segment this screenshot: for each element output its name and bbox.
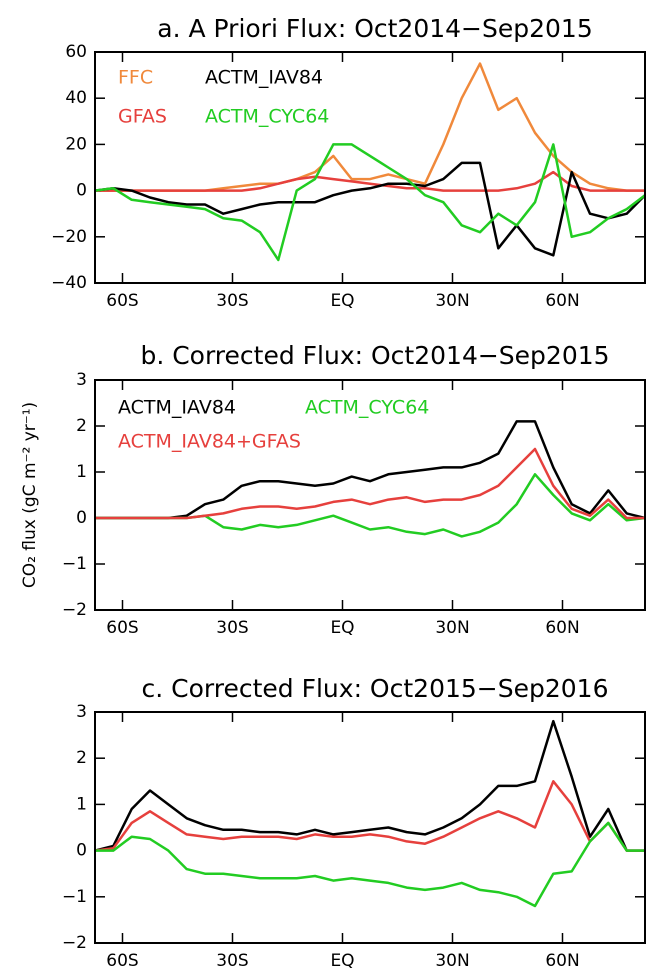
series-line (95, 170, 645, 192)
y-tick-label: 60 (65, 42, 87, 62)
legend-label: GFAS (118, 106, 167, 128)
series-line (95, 420, 646, 520)
series-line (94, 780, 645, 852)
x-tick-label: 30N (435, 618, 469, 638)
y-tick-label: 40 (65, 88, 87, 108)
y-tick-label: −2 (62, 600, 87, 620)
x-tick-label: 60S (106, 951, 138, 971)
y-tick-label: 0 (76, 508, 87, 528)
plot-frame (94, 711, 646, 944)
legend-label: FFC (118, 67, 153, 89)
legend-label: ACTM_IAV84 (118, 397, 236, 419)
series-line (94, 143, 646, 262)
chart-title: c. Corrected Flux: Oct2015−Sep2016 (142, 674, 609, 703)
y-tick-label: 20 (65, 134, 87, 154)
y-tick-label: −40 (51, 273, 87, 293)
x-tick-label: 60N (545, 618, 579, 638)
plot-frame (94, 379, 646, 611)
legend-label: ACTM_CYC64 (205, 106, 329, 128)
panel: a. A Priori Flux: Oct2014−Sep2015 −40 −20 0… (51, 14, 646, 311)
x-tick-label: 30S (216, 618, 248, 638)
x-tick-label: EQ (330, 291, 354, 311)
x-tick-label: 30N (435, 291, 469, 311)
y-tick-label: −2 (62, 933, 87, 953)
y-tick-label: 0 (76, 841, 87, 861)
y-tick-label: 3 (76, 702, 87, 722)
chart-title: b. Corrected Flux: Oct2014−Sep2015 (140, 341, 609, 370)
panel: b. Corrected Flux: Oct2014−Sep2015 CO₂ fl… (20, 341, 646, 638)
x-tick-label: 30S (216, 951, 248, 971)
series-line (95, 62, 645, 192)
x-tick-label: EQ (330, 618, 354, 638)
y-tick-label: 2 (76, 416, 87, 436)
y-tick-label: 1 (76, 462, 87, 482)
y-tick-label: −1 (62, 887, 87, 907)
series-line (94, 719, 645, 852)
plot-frame (94, 51, 646, 284)
panel: c. Corrected Flux: Oct2015−Sep2016 −2 −1 0 1… (62, 674, 646, 971)
y-tick-label: 0 (76, 181, 87, 201)
y-tick-label: 2 (76, 748, 87, 768)
y-tick-label: −1 (62, 554, 87, 574)
series-line (95, 447, 645, 520)
legend-label: ACTM_IAV84+GFAS (118, 431, 301, 453)
x-tick-label: 60N (545, 291, 579, 311)
series-line (94, 161, 646, 257)
y-tick-label: 3 (76, 370, 87, 390)
chart-title: a. A Priori Flux: Oct2014−Sep2015 (157, 14, 592, 43)
y-tick-label: −20 (51, 227, 87, 247)
x-tick-label: 60N (545, 951, 579, 971)
x-tick-label: 60S (106, 618, 138, 638)
y-tick-label: 1 (76, 794, 87, 814)
legend-label: ACTM_IAV84 (205, 67, 323, 89)
y-axis-label: CO₂ flux (gC m⁻² yr⁻¹) (20, 402, 40, 588)
x-tick-label: EQ (330, 951, 354, 971)
x-tick-label: 30S (216, 291, 248, 311)
series-line (95, 821, 645, 908)
legend-label: ACTM_CYC64 (305, 397, 429, 419)
x-tick-label: 60S (106, 291, 138, 311)
x-tick-label: 30N (435, 951, 469, 971)
